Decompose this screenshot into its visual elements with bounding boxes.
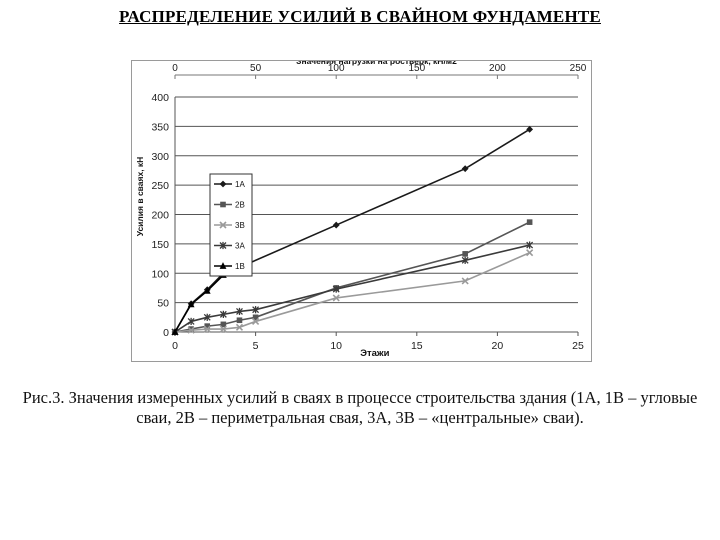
data-point-3A	[236, 307, 243, 316]
data-point-2B	[188, 326, 194, 332]
legend-label: 2B	[235, 201, 245, 210]
data-point-3A	[461, 256, 469, 264]
data-point-3B	[235, 323, 244, 331]
y-tick-label: 0	[163, 327, 169, 339]
legend-marker	[219, 262, 227, 269]
y-tick-label: 100	[151, 268, 169, 280]
data-point-1A	[332, 221, 340, 229]
data-point-2B	[220, 321, 227, 328]
y-tick-label: 200	[151, 210, 169, 222]
y-axis-title: Усилия в сваях, кН	[135, 157, 145, 237]
marker-stroke	[332, 294, 340, 302]
legend-item-1A: 1A	[214, 180, 245, 189]
caption-line-2: сваи, 2В – периметральная свая, 3А, 3В –…	[136, 408, 584, 427]
x2-tick-label: 100	[328, 63, 345, 74]
y-tick-label: 400	[151, 92, 169, 104]
marker-stroke	[219, 221, 227, 229]
data-point-3A	[252, 306, 260, 314]
y-tick-label: 250	[151, 180, 169, 192]
data-point-2B	[462, 251, 468, 257]
legend-label: 3A	[235, 242, 245, 251]
legend-item-3B: 3B	[214, 221, 245, 230]
legend-label: 1B	[235, 262, 245, 271]
data-point-3A	[219, 310, 227, 318]
x2-tick-label: 0	[172, 63, 178, 74]
legend-marker	[219, 180, 227, 188]
data-point-3A	[203, 313, 211, 321]
data-point-1B	[203, 286, 211, 294]
legend-item-1B: 1B	[214, 262, 245, 271]
x2-tick-label: 250	[570, 63, 587, 74]
data-point-3B	[461, 277, 469, 285]
figure-caption: Рис.3. Значения измеренных усилий в свая…	[0, 388, 720, 428]
y-tick-label: 150	[151, 239, 169, 251]
x-tick-label: 20	[492, 340, 504, 352]
series-3A	[171, 241, 534, 336]
data-point-3B	[332, 294, 340, 302]
data-point-1B	[187, 300, 195, 308]
x-tick-label: 5	[253, 340, 259, 352]
legend-item-3A: 3A	[214, 242, 245, 251]
caption-line-1: Рис.3. Значения измеренных усилий в свая…	[22, 388, 698, 407]
data-point-1B	[171, 328, 179, 335]
data-point-2B	[236, 317, 243, 324]
data-point-3A	[526, 241, 534, 249]
data-point-3A	[187, 317, 195, 326]
data-point-3B	[203, 325, 211, 333]
x2-tick-label: 50	[250, 63, 262, 74]
chart-figure: 0 50 100 150 200 250 300 350 400 0 5 10 15 20 25 0 50 100…	[131, 60, 592, 362]
data-point-3A	[332, 285, 340, 293]
data-point-3B	[187, 326, 195, 334]
data-point-2B	[252, 314, 259, 321]
data-point-2B	[526, 219, 533, 225]
x-tick-label: 15	[411, 340, 423, 352]
marker-stroke	[461, 277, 469, 285]
x2-tick-label: 150	[408, 63, 425, 74]
x-axis-title: Этажи	[360, 348, 389, 359]
y-tick-label: 50	[157, 298, 169, 310]
marker-stroke	[187, 326, 195, 334]
marker-stroke	[526, 249, 534, 257]
marker-stroke	[203, 325, 211, 333]
x-tick-label: 25	[572, 340, 584, 352]
data-point-3B	[252, 317, 260, 325]
data-point-2B	[204, 323, 211, 329]
data-point-1A	[526, 125, 534, 133]
slide-title: РАСПРЕДЕЛЕНИЕ УСИЛИЙ В СВАЙНОМ ФУНДАМЕНТ…	[119, 7, 601, 26]
legend-marker	[219, 221, 227, 229]
x-tick-label: 0	[172, 340, 178, 352]
legend-label: 1A	[235, 180, 245, 189]
data-point-3B	[219, 325, 227, 333]
legend-marker	[220, 201, 226, 208]
legend-marker	[219, 241, 227, 250]
series-line-1B	[174, 274, 224, 333]
y-tick-label: 350	[151, 121, 169, 133]
x-tick-label: 10	[330, 340, 342, 352]
marker-stroke	[252, 317, 260, 325]
marker-stroke	[219, 325, 227, 333]
y-tick-label: 300	[151, 151, 169, 163]
marker-stroke	[235, 323, 244, 331]
x2-axis-title: Значения нагрузки на ростверк, кН/м2	[296, 61, 457, 66]
x2-tick-label: 200	[489, 63, 506, 74]
data-point-1A	[461, 165, 469, 173]
data-point-3B	[526, 249, 534, 257]
legend-item-2B: 2B	[214, 201, 245, 210]
legend-label: 3B	[235, 221, 245, 230]
